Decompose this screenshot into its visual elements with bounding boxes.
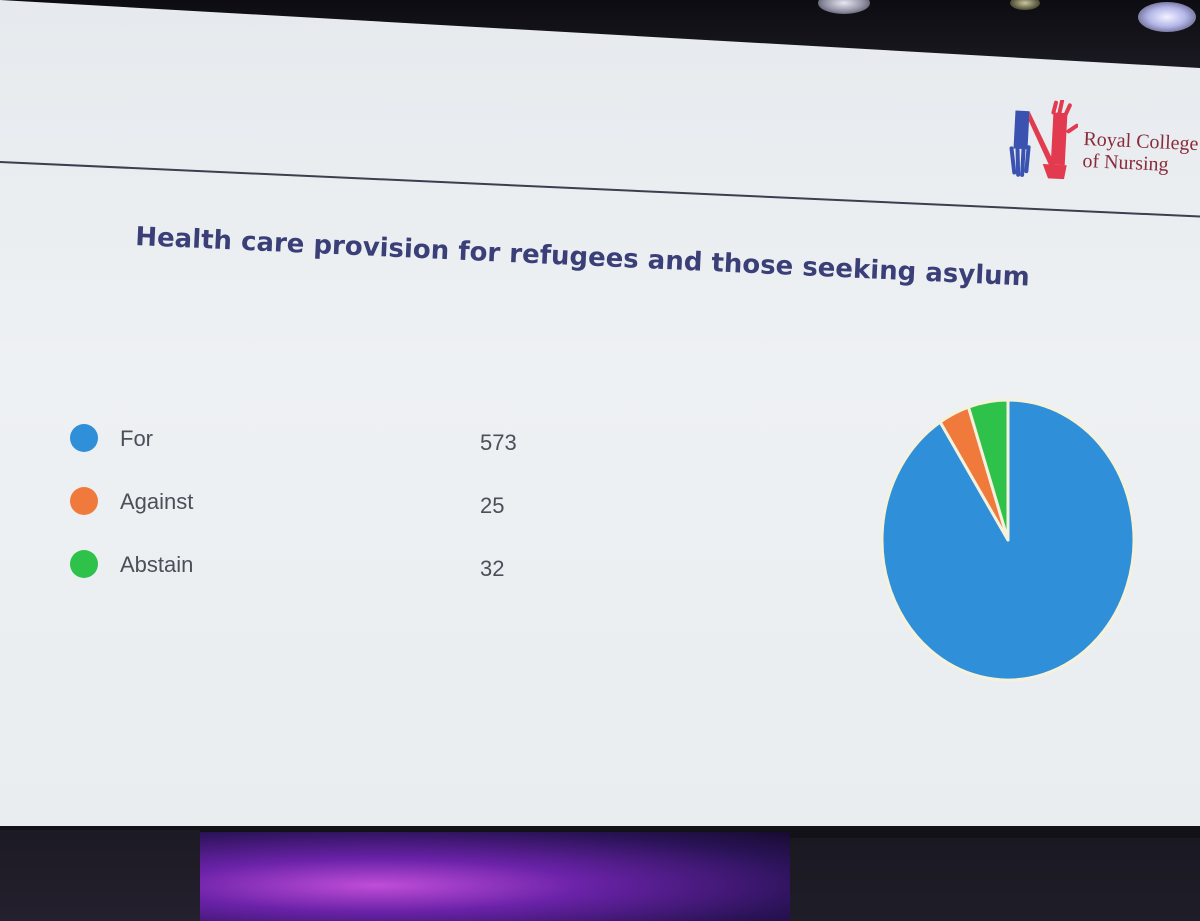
legend-marker-abstain — [70, 550, 98, 578]
stage-screen-purple — [200, 832, 790, 921]
stage-light-icon — [818, 0, 870, 14]
legend-item-for: For 573 — [70, 420, 540, 460]
stage-screen-left — [0, 830, 200, 921]
legend-item-against: Against 25 — [70, 483, 540, 523]
legend-value-abstain: 32 — [480, 556, 505, 581]
rcn-logo: Royal College of Nursing — [1008, 98, 1199, 190]
stage-light-icon — [1010, 0, 1040, 10]
presentation-slide: Royal College of Nursing Health care pro… — [0, 0, 1200, 826]
legend-label-against: Against — [120, 489, 194, 514]
legend-marker-against — [70, 487, 98, 515]
legend-item-abstain: Abstain 32 — [70, 546, 540, 586]
legend-value-against: 25 — [480, 493, 505, 518]
logo-wordmark: Royal College of Nursing — [1082, 128, 1199, 177]
rcn-hands-icon — [1009, 98, 1079, 180]
pie-slice-abstain — [966, 398, 1010, 542]
legend-label-abstain: Abstain — [120, 552, 194, 577]
legend-marker-for — [70, 424, 98, 452]
pie-chart — [880, 398, 1136, 682]
legend-label-for: For — [120, 426, 153, 451]
chart-title: Health care provision for refugees and t… — [134, 222, 1031, 293]
stage-light-icon — [1138, 2, 1196, 32]
stage-screen-right — [790, 838, 1200, 921]
legend-value-for: 573 — [480, 430, 517, 455]
